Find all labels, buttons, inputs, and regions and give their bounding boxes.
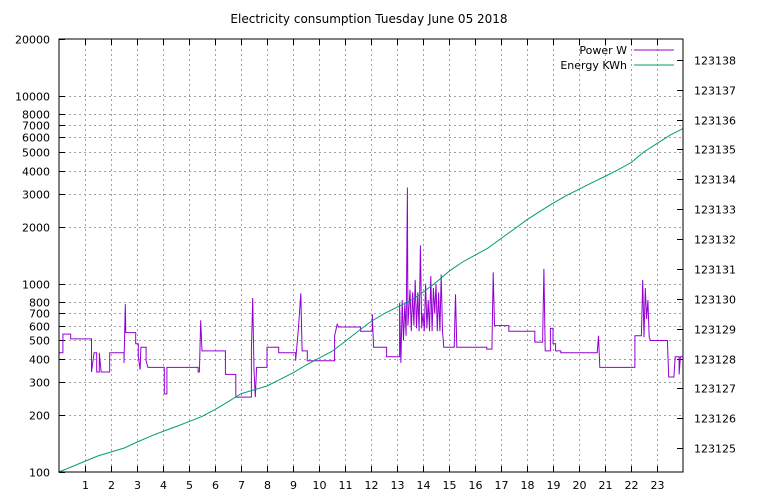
y2-tick-label: 123136 [694,115,736,128]
x-tick-label: 9 [290,479,297,492]
x-tick-label: 4 [160,479,167,492]
y-tick-label: 5000 [22,147,50,160]
y-tick-label: 6000 [22,132,50,145]
y-tick-label: 20000 [15,34,50,47]
y-tick-label: 1000 [22,279,50,292]
y-tick-label: 10000 [15,91,50,104]
x-tick-label: 3 [134,479,141,492]
y-tick-label: 200 [29,410,50,423]
y-tick-label: 4000 [22,166,50,179]
y-tick-label: 300 [29,377,50,390]
legend-label-power: Power W [579,44,627,57]
power-series-line [59,187,683,398]
y2-tick-label: 123128 [694,354,736,367]
y-tick-label: 800 [29,297,50,310]
x-tick-label: 2 [108,479,115,492]
x-tick-label: 21 [599,479,613,492]
x-tick-label: 17 [495,479,509,492]
legend-label-energy: Energy KWh [560,59,627,72]
axes: 1 2 3 4 5 6 7 8 9 10 11 12 13 14 15 16 17 18 19 20 21 22 23100… [15,34,736,493]
y-tick-label: 2000 [22,222,50,235]
y2-tick-label: 123134 [694,174,736,187]
x-tick-label: 22 [625,479,639,492]
energy-series-line [58,128,684,473]
x-tick-label: 12 [365,479,379,492]
y-tick-label: 500 [29,335,50,348]
x-tick-label: 23 [651,479,665,492]
x-tick-label: 5 [186,479,193,492]
x-tick-label: 20 [573,479,587,492]
y2-tick-label: 123132 [694,234,736,247]
y2-tick-label: 123126 [694,413,736,426]
x-tick-label: 8 [264,479,271,492]
x-tick-label: 19 [547,479,561,492]
x-tick-label: 18 [521,479,535,492]
y-tick-label: 700 [29,308,50,321]
y2-tick-label: 123138 [694,55,736,68]
y2-tick-label: 123131 [694,264,736,277]
y2-tick-label: 123133 [694,204,736,217]
x-tick-label: 16 [469,479,483,492]
x-tick-label: 11 [339,479,353,492]
y2-tick-label: 123125 [694,443,736,456]
y-tick-label: 400 [29,354,50,367]
y-tick-label: 3000 [22,189,50,202]
y2-tick-label: 123129 [694,324,736,337]
y-tick-label: 600 [29,321,50,334]
grid [59,39,683,472]
x-tick-label: 7 [238,479,245,492]
y-tick-label: 7000 [22,120,50,133]
y-tick-label: 8000 [22,109,50,122]
y-tick-label: 100 [29,467,50,480]
x-tick-label: 14 [417,479,431,492]
x-tick-label: 15 [443,479,457,492]
x-tick-label: 6 [212,479,219,492]
x-tick-label: 1 [82,479,89,492]
legend: Power W Energy KWh [560,44,674,72]
x-tick-label: 13 [391,479,405,492]
y2-tick-label: 123130 [694,294,736,307]
plot-frame [58,38,684,473]
x-tick-label: 10 [313,479,327,492]
y2-tick-label: 123127 [694,383,736,396]
series-lines [58,128,684,473]
y2-tick-label: 123135 [694,144,736,157]
y2-tick-label: 123137 [694,85,736,98]
chart-title: Electricity consumption Tuesday June 05 … [230,12,507,26]
